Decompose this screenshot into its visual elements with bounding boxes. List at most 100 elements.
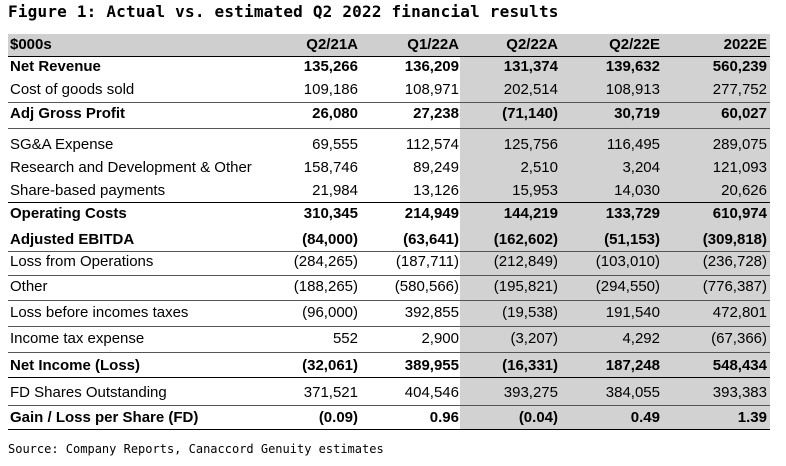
row-label: Income tax expense — [10, 330, 145, 347]
header-q1-22a: Q1/22A — [407, 36, 459, 53]
row-divider — [8, 377, 770, 378]
cell-2022e: 277,752 — [712, 81, 767, 98]
row-label: Loss before incomes taxes — [10, 304, 189, 321]
row-divider — [8, 102, 770, 103]
cell-q1-22a: 112,574 — [405, 136, 459, 153]
cell-q2-22e: (103,010) — [595, 253, 660, 270]
cell-2022e: 289,075 — [712, 136, 767, 153]
cell-2022e: 121,093 — [712, 159, 767, 176]
cell-q2-21a: 135,266 — [303, 58, 358, 75]
cell-q2-22a: (16,331) — [502, 357, 558, 374]
cell-q2-22e: 133,729 — [605, 205, 660, 222]
cell-2022e: 560,239 — [712, 58, 767, 75]
row-label: Loss from Operations — [10, 253, 154, 270]
cell-q2-22e: 4,292 — [622, 330, 660, 347]
cell-2022e: 472,801 — [712, 304, 767, 321]
row-divider — [8, 352, 770, 353]
table-row-loss-before-taxes: Loss before incomes taxes (96,000) 392,8… — [8, 302, 770, 324]
cell-2022e: 1.39 — [737, 409, 767, 426]
row-label: Net Revenue — [10, 58, 101, 75]
cell-q1-22a: 392,855 — [404, 304, 459, 321]
cell-q2-21a: 371,521 — [303, 384, 358, 401]
table-row-operating-costs: Operating Costs 310,345 214,949 144,219 … — [8, 203, 770, 225]
cell-q2-22a: 131,374 — [503, 58, 558, 75]
row-divider — [8, 128, 770, 129]
table-row-r-and-d: Research and Development & Other 158,746… — [8, 157, 770, 179]
cell-q2-21a: 109,186 — [303, 81, 358, 98]
table-bottom-border — [8, 429, 770, 430]
table-row-other: Other (188,265) (580,566) (195,821) (294… — [8, 276, 770, 298]
cell-q2-22a: (212,849) — [493, 253, 558, 270]
cell-q2-22a: 202,514 — [503, 81, 558, 98]
cell-2022e: 610,974 — [712, 205, 767, 222]
cell-q2-21a: (84,000) — [302, 231, 358, 248]
table-row-income-tax: Income tax expense 552 2,900 (3,207) 4,2… — [8, 328, 770, 350]
row-divider — [8, 300, 770, 301]
estimate-columns-shading — [460, 34, 770, 430]
cell-2022e: (776,387) — [702, 278, 767, 295]
cell-q2-21a: (96,000) — [302, 304, 358, 321]
cell-q2-22a: (195,821) — [493, 278, 558, 295]
row-label: Research and Development & Other — [10, 159, 252, 176]
header-units: $000s — [10, 36, 52, 53]
table-row-sga: SG&A Expense 69,555 112,574 125,756 116,… — [8, 134, 770, 156]
cell-q2-22a: (162,602) — [493, 231, 558, 248]
cell-q2-22a: 144,219 — [503, 205, 558, 222]
cell-q2-22e: 30,719 — [614, 105, 660, 122]
table-row-share-based-payments: Share-based payments 21,984 13,126 15,95… — [8, 180, 770, 202]
cell-q1-22a: 214,949 — [404, 205, 459, 222]
cell-q2-22a: (19,538) — [502, 304, 558, 321]
cell-q2-21a: (0.09) — [318, 409, 358, 426]
cell-q2-22e: (51,153) — [604, 231, 660, 248]
cell-2022e: 548,434 — [712, 357, 767, 374]
cell-q1-22a: (187,711) — [395, 253, 459, 270]
row-divider — [8, 326, 770, 327]
cell-q1-22a: 2,900 — [421, 330, 459, 347]
header-2022e: 2022E — [723, 36, 767, 53]
table-header-row: $000s Q2/21A Q1/22A Q2/22A Q2/22E 2022E — [8, 34, 770, 56]
cell-q2-21a: (32,061) — [302, 357, 358, 374]
cell-q1-22a: 0.96 — [429, 409, 459, 426]
row-label: Cost of goods sold — [10, 81, 135, 98]
row-label: FD Shares Outstanding — [10, 384, 167, 401]
row-label: SG&A Expense — [10, 136, 114, 153]
cell-q1-22a: 108,971 — [404, 81, 459, 98]
cell-2022e: 393,383 — [712, 384, 767, 401]
cell-q2-22e: 187,248 — [605, 357, 660, 374]
cell-2022e: 20,626 — [721, 182, 767, 199]
cell-q2-22a: 15,953 — [512, 182, 558, 199]
cell-q1-22a: (63,641) — [403, 231, 459, 248]
row-divider — [8, 251, 770, 252]
cell-2022e: (236,728) — [702, 253, 767, 270]
row-divider — [8, 202, 770, 203]
cell-2022e: (309,818) — [702, 231, 767, 248]
cell-q2-21a: 26,080 — [312, 105, 358, 122]
table-row-net-revenue: Net Revenue 135,266 136,209 131,374 139,… — [8, 56, 770, 78]
header-divider — [8, 56, 770, 57]
table-row-cogs: Cost of goods sold 109,186 108,971 202,5… — [8, 79, 770, 101]
table-row-adj-gross-profit: Adj Gross Profit 26,080 27,238 (71,140) … — [8, 103, 770, 125]
cell-2022e: (67,366) — [711, 330, 767, 347]
cell-q1-22a: 27,238 — [413, 105, 459, 122]
cell-q2-21a: 69,555 — [312, 136, 358, 153]
row-label: Adj Gross Profit — [10, 105, 126, 122]
cell-q2-22e: 116,495 — [606, 136, 660, 153]
cell-q2-21a: 21,984 — [312, 182, 358, 199]
row-divider — [8, 405, 770, 406]
table-row-adjusted-ebitda: Adjusted EBITDA (84,000) (63,641) (162,6… — [8, 229, 770, 251]
row-label: Adjusted EBITDA — [10, 231, 135, 248]
cell-q2-21a: 310,345 — [303, 205, 358, 222]
cell-q1-22a: 13,126 — [413, 182, 459, 199]
cell-2022e: 60,027 — [721, 105, 767, 122]
cell-q2-22a: 125,756 — [503, 136, 558, 153]
cell-q2-22e: 0.49 — [630, 409, 660, 426]
figure-title: Figure 1: Actual vs. estimated Q2 2022 f… — [8, 2, 559, 21]
cell-q2-21a: 158,746 — [303, 159, 358, 176]
cell-q1-22a: 136,209 — [404, 58, 459, 75]
cell-q2-22e: 191,540 — [605, 304, 660, 321]
cell-q2-21a: (188,265) — [293, 278, 358, 295]
cell-q1-22a: (580,566) — [394, 278, 459, 295]
cell-q2-22e: 139,632 — [605, 58, 660, 75]
cell-q2-22e: 384,055 — [605, 384, 660, 401]
cell-q2-22a: 393,275 — [503, 384, 558, 401]
